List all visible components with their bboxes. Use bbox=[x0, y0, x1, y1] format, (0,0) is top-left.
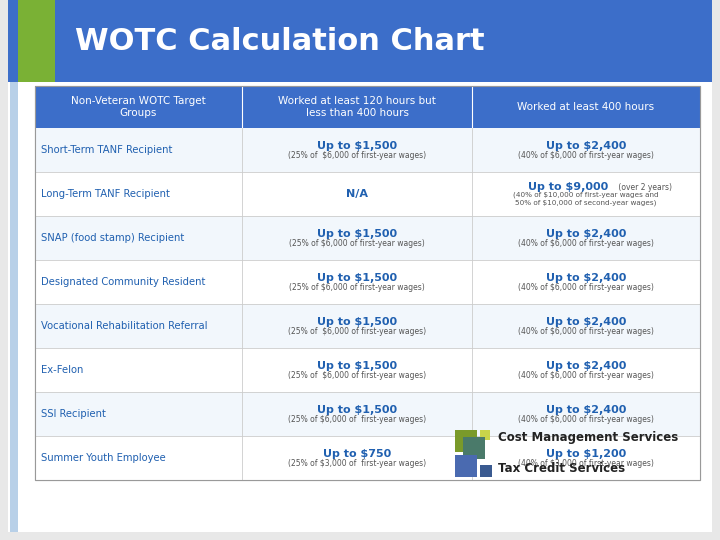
Text: (25% of  $6,000 of first-year wages): (25% of $6,000 of first-year wages) bbox=[288, 327, 426, 335]
Text: (25% of $3,000 of  first-year wages): (25% of $3,000 of first-year wages) bbox=[288, 458, 426, 468]
FancyBboxPatch shape bbox=[35, 86, 700, 128]
Text: (40% of $6,000 of first-year wages): (40% of $6,000 of first-year wages) bbox=[518, 327, 654, 335]
Text: SNAP (food stamp) Recipient: SNAP (food stamp) Recipient bbox=[41, 233, 184, 243]
Text: Up to $1,500: Up to $1,500 bbox=[317, 361, 397, 371]
FancyBboxPatch shape bbox=[480, 430, 490, 440]
Text: Up to $2,400: Up to $2,400 bbox=[546, 361, 626, 371]
FancyBboxPatch shape bbox=[35, 128, 700, 172]
FancyBboxPatch shape bbox=[480, 465, 492, 477]
Text: Up to $1,200: Up to $1,200 bbox=[546, 449, 626, 459]
Text: Up to $1,500: Up to $1,500 bbox=[317, 141, 397, 151]
Text: (over 2 years): (over 2 years) bbox=[616, 183, 672, 192]
Text: Designated Community Resident: Designated Community Resident bbox=[41, 277, 205, 287]
FancyBboxPatch shape bbox=[455, 455, 477, 477]
FancyBboxPatch shape bbox=[35, 172, 700, 216]
Text: (40% of $3,000 of first-year wages): (40% of $3,000 of first-year wages) bbox=[518, 458, 654, 468]
Text: (25% of  $6,000 of first-year wages): (25% of $6,000 of first-year wages) bbox=[288, 370, 426, 380]
Text: Up to $2,400: Up to $2,400 bbox=[546, 317, 626, 327]
Text: Ex-Felon: Ex-Felon bbox=[41, 365, 84, 375]
Text: (25% of  $6,000 of first-year wages): (25% of $6,000 of first-year wages) bbox=[288, 151, 426, 159]
Text: WOTC Calculation Chart: WOTC Calculation Chart bbox=[75, 26, 485, 56]
Text: Tax Credit Services: Tax Credit Services bbox=[498, 462, 625, 475]
Text: Up to $750: Up to $750 bbox=[323, 449, 391, 459]
Text: Up to $2,400: Up to $2,400 bbox=[546, 405, 626, 415]
Text: Worked at least 120 hours but
less than 400 hours: Worked at least 120 hours but less than … bbox=[278, 96, 436, 118]
Text: (40% of $10,000 of first-year wages and: (40% of $10,000 of first-year wages and bbox=[513, 192, 659, 198]
Text: Worked at least 400 hours: Worked at least 400 hours bbox=[518, 102, 654, 112]
Text: (40% of $6,000 of first-year wages): (40% of $6,000 of first-year wages) bbox=[518, 282, 654, 292]
Text: (25% of $6,000 of first-year wages): (25% of $6,000 of first-year wages) bbox=[289, 282, 425, 292]
FancyBboxPatch shape bbox=[463, 437, 485, 459]
FancyBboxPatch shape bbox=[18, 0, 55, 82]
Text: Vocational Rehabilitation Referral: Vocational Rehabilitation Referral bbox=[41, 321, 207, 331]
FancyBboxPatch shape bbox=[8, 8, 712, 532]
FancyBboxPatch shape bbox=[35, 304, 700, 348]
FancyBboxPatch shape bbox=[35, 260, 700, 304]
Text: (40% of $6,000 of first-year wages): (40% of $6,000 of first-year wages) bbox=[518, 239, 654, 247]
Text: Up to $1,500: Up to $1,500 bbox=[317, 405, 397, 415]
FancyBboxPatch shape bbox=[35, 348, 700, 392]
Text: N/A: N/A bbox=[346, 189, 368, 199]
Text: SSI Recipient: SSI Recipient bbox=[41, 409, 106, 419]
Text: (25% of $6,000 of  first-year wages): (25% of $6,000 of first-year wages) bbox=[288, 415, 426, 423]
Text: Long-Term TANF Recipient: Long-Term TANF Recipient bbox=[41, 189, 170, 199]
Text: (40% of $6,000 of first-year wages): (40% of $6,000 of first-year wages) bbox=[518, 151, 654, 159]
Text: Short-Term TANF Recipient: Short-Term TANF Recipient bbox=[41, 145, 172, 155]
Text: Up to $2,400: Up to $2,400 bbox=[546, 273, 626, 283]
FancyBboxPatch shape bbox=[8, 0, 712, 82]
Text: Up to $2,400: Up to $2,400 bbox=[546, 141, 626, 151]
Text: (40% of $6,000 of first-year wages): (40% of $6,000 of first-year wages) bbox=[518, 370, 654, 380]
Text: (25% of $6,000 of first-year wages): (25% of $6,000 of first-year wages) bbox=[289, 239, 425, 247]
Text: Non-Veteran WOTC Target
Groups: Non-Veteran WOTC Target Groups bbox=[71, 96, 206, 118]
Text: Up to $1,500: Up to $1,500 bbox=[317, 229, 397, 239]
FancyBboxPatch shape bbox=[455, 430, 477, 452]
FancyBboxPatch shape bbox=[10, 8, 18, 532]
Text: (40% of $6,000 of first-year wages): (40% of $6,000 of first-year wages) bbox=[518, 415, 654, 423]
FancyBboxPatch shape bbox=[35, 436, 700, 480]
FancyBboxPatch shape bbox=[35, 216, 700, 260]
Text: Up to $2,400: Up to $2,400 bbox=[546, 229, 626, 239]
Text: Summer Youth Employee: Summer Youth Employee bbox=[41, 453, 166, 463]
FancyBboxPatch shape bbox=[35, 392, 700, 436]
Text: Up to $1,500: Up to $1,500 bbox=[317, 317, 397, 327]
Text: Cost Management Services: Cost Management Services bbox=[498, 430, 678, 443]
Text: Up to $9,000: Up to $9,000 bbox=[528, 182, 608, 192]
Text: Up to $1,500: Up to $1,500 bbox=[317, 273, 397, 283]
FancyBboxPatch shape bbox=[35, 86, 700, 480]
Text: 50% of $10,000 of second-year wages): 50% of $10,000 of second-year wages) bbox=[516, 200, 657, 206]
